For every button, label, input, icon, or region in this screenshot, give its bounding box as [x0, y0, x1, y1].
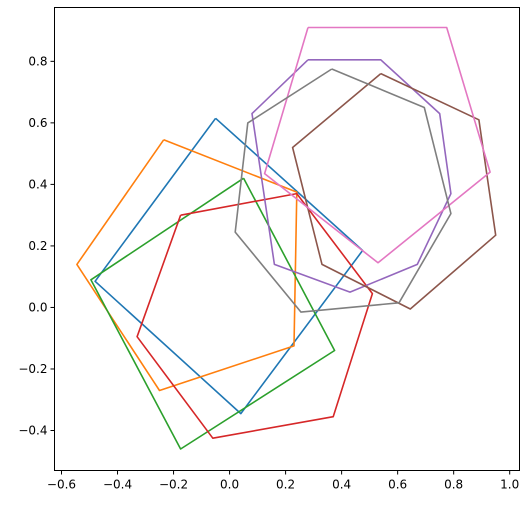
x-tick-label: −0.4	[103, 478, 132, 492]
x-tick-label: −0.2	[159, 478, 188, 492]
y-tick-label: 0.6	[28, 116, 47, 130]
x-tick-label: 0.2	[276, 478, 295, 492]
series-7-polygon	[263, 26, 491, 264]
ticks-layer: −0.6 −0.4 −0.2 0.0 0.2 0.4 0.6 0.8 1.0 −0.4 −0.2 0.…	[18, 54, 519, 491]
axes-frame	[54, 7, 520, 471]
series-4-polygon	[136, 192, 374, 440]
shapes-layer	[76, 26, 497, 450]
x-tick-label: 0.6	[388, 478, 407, 492]
series-3-polygon	[90, 177, 336, 450]
series-5-polygon	[251, 58, 452, 293]
y-tick-label: −0.4	[18, 424, 47, 438]
x-tick-label: 1.0	[500, 478, 519, 492]
y-tick-label: 0.8	[28, 54, 47, 68]
x-tick-label: 0.0	[220, 478, 239, 492]
series-2-polygon	[76, 139, 298, 392]
series-8-polygon	[234, 68, 452, 313]
y-tick-label: −0.2	[18, 362, 47, 376]
x-tick-label: −0.6	[47, 478, 76, 492]
series-1-polygon	[94, 117, 364, 415]
y-tick-label: 0.0	[28, 300, 47, 314]
x-tick-label: 0.8	[444, 478, 463, 492]
series-6-polygon	[291, 72, 497, 310]
y-tick-label: 0.4	[28, 177, 47, 191]
x-tick-label: 0.4	[332, 478, 351, 492]
y-tick-label: 0.2	[28, 239, 47, 253]
